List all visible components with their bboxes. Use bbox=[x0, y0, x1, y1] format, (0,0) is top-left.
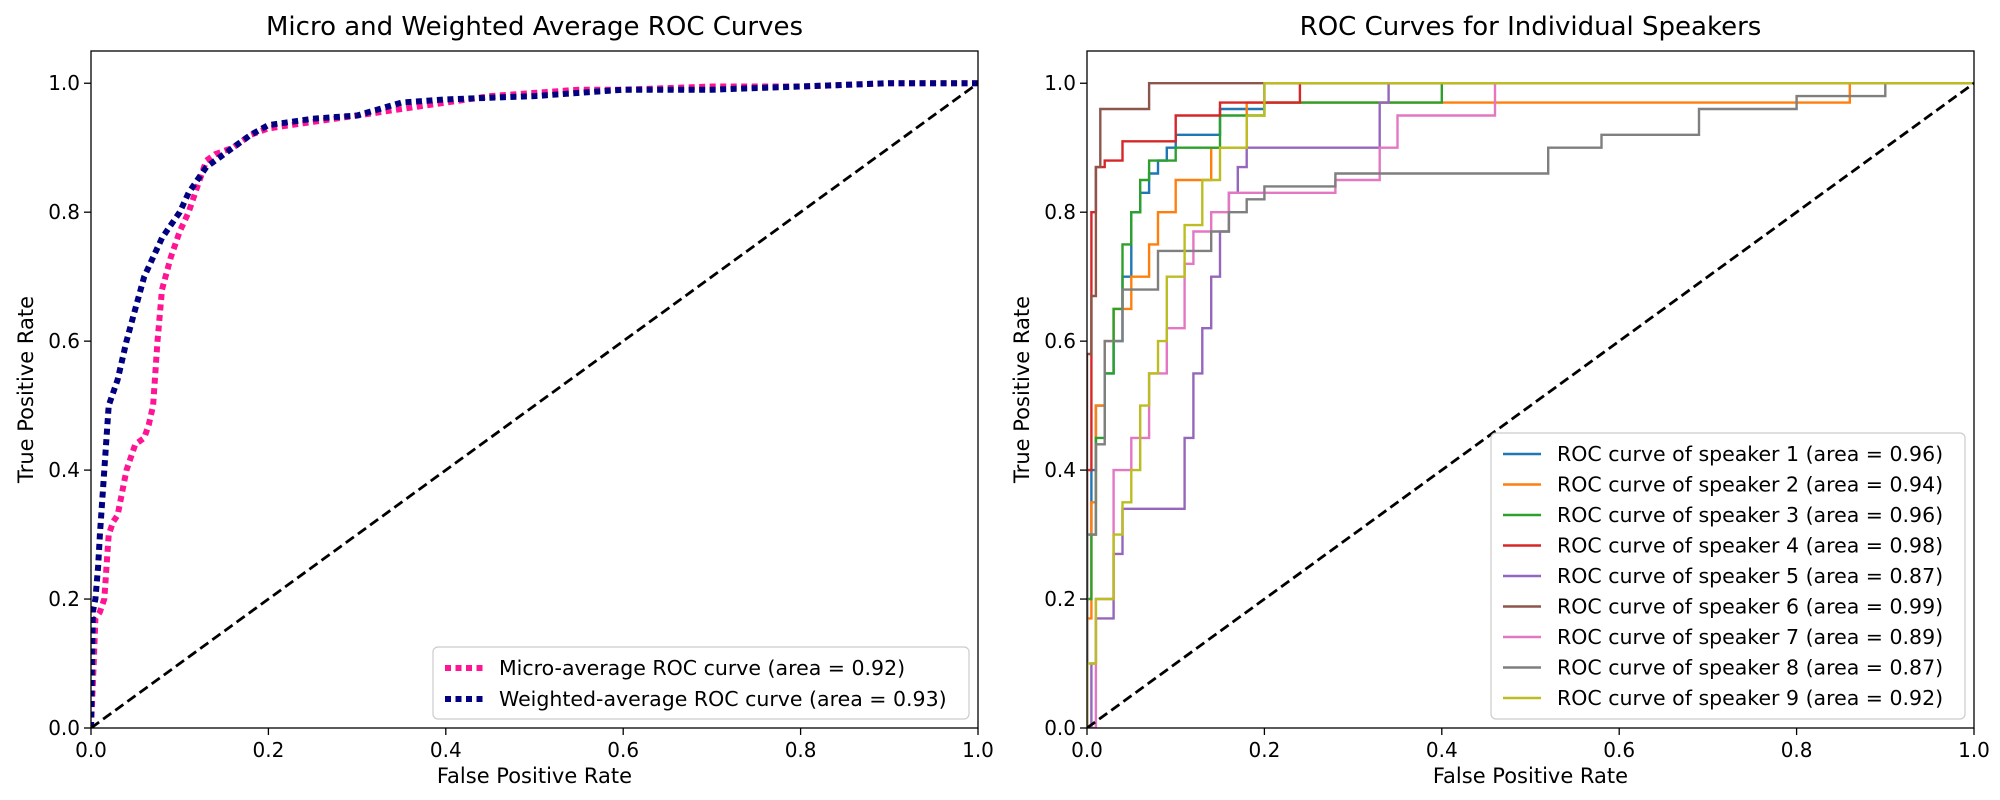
y-tick-label: 1.0 bbox=[48, 71, 80, 95]
chart-panel-2: ROC Curves for Individual Speakers 0.0 0.2… bbox=[1010, 12, 1990, 788]
legend-entry-label: ROC curve of speaker 2 (area = 0.94) bbox=[1557, 473, 1943, 497]
legend-entry-label: ROC curve of speaker 6 (area = 0.99) bbox=[1557, 595, 1943, 619]
x-tick-label: 0.2 bbox=[1248, 738, 1280, 762]
x-tick-label: 0.0 bbox=[75, 738, 107, 762]
legend-entry-label: ROC curve of speaker 7 (area = 0.89) bbox=[1557, 625, 1943, 649]
y-axis-label: True Positive Rate bbox=[1010, 296, 1034, 484]
x-tick-label: 0.8 bbox=[785, 738, 817, 762]
legend-entry-label: ROC curve of speaker 1 (area = 0.96) bbox=[1557, 442, 1943, 466]
legend-entry-label: ROC curve of speaker 5 (area = 0.87) bbox=[1557, 564, 1943, 588]
y-tick-label: 0.0 bbox=[48, 716, 80, 740]
series-line-roc-curve-of-speaker-9-area-0-92 bbox=[1087, 82, 1974, 728]
y-tick-label: 0.4 bbox=[1044, 458, 1076, 482]
chance-diagonal-line bbox=[91, 82, 978, 728]
y-tick-label: 0.8 bbox=[1044, 200, 1076, 224]
legend-entry-label: ROC curve of speaker 8 (area = 0.87) bbox=[1557, 656, 1943, 680]
legend-entry-label: Weighted-average ROC curve (area = 0.93) bbox=[499, 687, 947, 711]
x-tick-label: 1.0 bbox=[962, 738, 994, 762]
series-line-roc-curve-of-speaker-6-area-0-99 bbox=[1087, 82, 1974, 728]
x-tick-label: 0.6 bbox=[607, 738, 639, 762]
x-tick-label: 0.2 bbox=[252, 738, 284, 762]
y-tick-label: 0.6 bbox=[48, 329, 80, 353]
series-line-weighted-average-roc-curve-area-0-93 bbox=[91, 80, 978, 728]
y-tick-label: 0.8 bbox=[48, 200, 80, 224]
axes-frame bbox=[1086, 50, 1975, 729]
legend-box bbox=[432, 646, 970, 720]
chance-diagonal-line bbox=[1087, 82, 1974, 728]
legend: ROC curve of speaker 1 (area = 0.96) ROC … bbox=[1490, 432, 1966, 720]
plot-area bbox=[91, 80, 978, 728]
x-tick-label: 0.4 bbox=[1426, 738, 1458, 762]
x-axis-label: False Positive Rate bbox=[437, 764, 632, 788]
legend-entry-label: ROC curve of speaker 4 (area = 0.98) bbox=[1557, 534, 1943, 558]
x-tick-label: 0.4 bbox=[430, 738, 462, 762]
chart-title: Micro and Weighted Average ROC Curves bbox=[266, 12, 803, 42]
y-tick-label: 0.2 bbox=[48, 587, 80, 611]
x-axis-label: False Positive Rate bbox=[1433, 764, 1628, 788]
chart-panel-1: Micro and Weighted Average ROC Curves 0.0… bbox=[14, 12, 994, 788]
legend-entry-label: ROC curve of speaker 3 (area = 0.96) bbox=[1557, 503, 1943, 527]
axes-frame bbox=[90, 50, 979, 729]
y-tick-label: 0.6 bbox=[1044, 329, 1076, 353]
x-tick-label: 0.8 bbox=[1781, 738, 1813, 762]
y-axis-label: True Positive Rate bbox=[14, 296, 38, 484]
plot-area bbox=[1087, 82, 1974, 728]
y-tick-label: 0.2 bbox=[1044, 587, 1076, 611]
x-tick-label: 1.0 bbox=[1958, 738, 1990, 762]
y-tick-label: 0.0 bbox=[1044, 716, 1076, 740]
y-tick-label: 0.4 bbox=[48, 458, 80, 482]
x-tick-label: 0.6 bbox=[1603, 738, 1635, 762]
legend: Micro-average ROC curve (area = 0.92) Wei… bbox=[432, 646, 970, 720]
series-line-micro-average-roc-curve-area-0-92 bbox=[91, 80, 978, 728]
x-tick-label: 0.0 bbox=[1071, 738, 1103, 762]
chart-title: ROC Curves for Individual Speakers bbox=[1300, 12, 1762, 42]
series-line-roc-curve-of-speaker-7-area-0-89 bbox=[1087, 82, 1974, 728]
legend-box bbox=[1490, 432, 1966, 720]
legend-entry-label: ROC curve of speaker 9 (area = 0.92) bbox=[1557, 686, 1943, 710]
y-tick-label: 1.0 bbox=[1044, 71, 1076, 95]
legend-entry-label: Micro-average ROC curve (area = 0.92) bbox=[499, 656, 905, 680]
series-line-roc-curve-of-speaker-8-area-0-87 bbox=[1087, 82, 1974, 728]
